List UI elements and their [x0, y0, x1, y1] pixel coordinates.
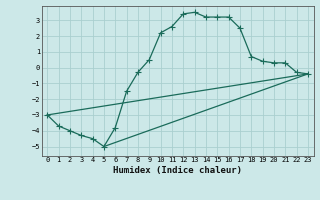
X-axis label: Humidex (Indice chaleur): Humidex (Indice chaleur)	[113, 166, 242, 175]
